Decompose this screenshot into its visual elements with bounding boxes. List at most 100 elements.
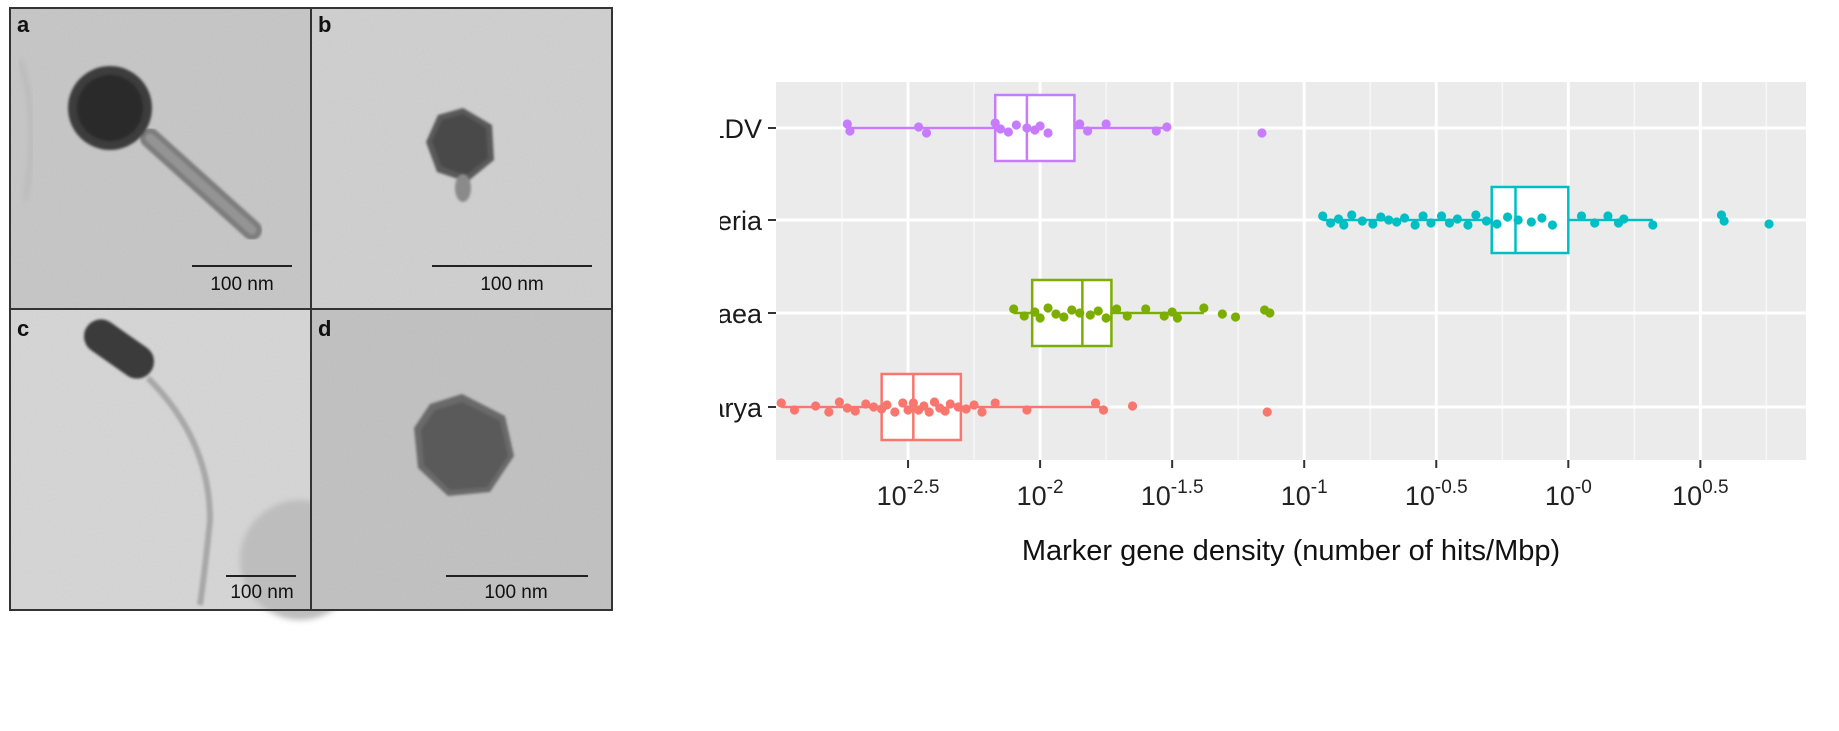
data-point [1151,126,1161,136]
data-point [919,401,929,411]
data-point [1051,309,1061,319]
data-point [903,405,913,415]
data-point [1022,123,1032,133]
data-point [861,399,871,409]
data-point [1098,405,1109,415]
data-point [1619,214,1629,224]
data-point [1059,312,1069,322]
data-point [924,407,934,417]
data-point [1083,126,1093,136]
data-point [1167,307,1177,317]
data-point [1162,122,1172,132]
x-axis: 10-2.5 10-2 10-1.5 10-1 10-0.5 10-0 100.5 [877,460,1729,511]
data-point [811,401,821,411]
data-point [1030,307,1040,317]
data-point [1262,407,1272,417]
data-point [1101,119,1111,129]
data-point [1085,310,1095,320]
data-point [1436,211,1447,221]
series-layer [776,93,1774,442]
micrograph-grid: a 100 nm b 100 nm c 100 nm d 100 nm [9,7,613,620]
data-point [995,124,1006,134]
data-point [1384,215,1394,225]
category-label: Archaea [720,299,763,329]
data-point [1199,303,1209,313]
data-point [1648,220,1658,230]
x-tick-label: 10-1.5 [1141,477,1204,511]
data-point [1719,216,1729,226]
data-point [1347,210,1357,220]
data-point [1526,217,1536,227]
data-point [1471,210,1481,220]
data-point [929,397,940,407]
scale-label-c: 100 nm [230,582,293,603]
x-tick-label: 10-0.5 [1405,477,1468,511]
x-axis-title: Marker gene density (number of hits/Mbp) [1022,535,1560,567]
data-point [869,402,879,412]
data-point [1019,311,1029,321]
data-point [1339,220,1349,230]
data-point [1265,308,1275,318]
data-point [1127,401,1138,411]
data-point [834,397,844,407]
data-point [945,399,955,409]
data-point [1368,219,1378,229]
panel-letter-d: d [318,316,331,341]
category-label: Bacteria [720,206,763,236]
data-point [776,398,786,408]
data-point [1333,214,1344,224]
data-point [1547,220,1558,230]
data-point [1112,304,1122,314]
data-point [977,407,987,417]
data-point [1043,303,1053,313]
series-eucarya [776,372,1272,442]
data-point [1392,217,1402,227]
data-point [1444,218,1455,228]
panel-letter-b: b [318,12,331,37]
data-point [845,126,855,136]
series-archaea [1009,278,1275,348]
data-point [1513,215,1523,225]
data-point [1410,220,1420,230]
data-point [940,406,950,416]
data-point [1426,218,1436,228]
data-point [1230,312,1241,322]
data-point [1011,120,1021,130]
data-point [1090,398,1101,408]
data-point [1452,214,1462,224]
data-point [1357,216,1367,226]
data-point [1257,128,1267,138]
x-tick-label: 100.5 [1672,477,1728,511]
data-point [1376,212,1386,222]
data-point [1101,313,1111,323]
data-point [842,119,852,129]
data-point [921,128,932,138]
data-point [890,407,900,417]
data-point [1463,220,1473,230]
data-point [1764,219,1774,229]
series-ncldv [842,93,1267,163]
data-point [1035,313,1045,323]
scale-label-b: 100 nm [480,274,543,295]
data-point [1141,304,1151,314]
data-point [1576,211,1587,221]
data-point [882,400,892,410]
data-point [1075,119,1085,129]
micrograph-panel-c: c 100 nm [10,310,360,620]
data-point [1492,219,1502,229]
x-tick-label: 10-1 [1281,477,1328,511]
data-point [1318,211,1328,221]
series-bacteria [1318,185,1774,255]
panel-letter-c: c [17,316,29,341]
data-point [1172,313,1183,323]
panel-letter-a: a [17,12,30,37]
category-label: NCLDV [720,114,762,144]
boxplot-chart: NCLDVBacteriaArchaeaEucarya 10-2.510-210… [720,82,1806,567]
data-point [1067,305,1077,315]
category-axis: NCLDV Bacteria Archaea Eucarya [720,114,776,423]
data-point [1326,218,1336,228]
data-point [850,406,860,416]
data-point [914,122,924,132]
data-point [1502,212,1513,222]
x-tick-label: 10-2.5 [877,477,940,511]
